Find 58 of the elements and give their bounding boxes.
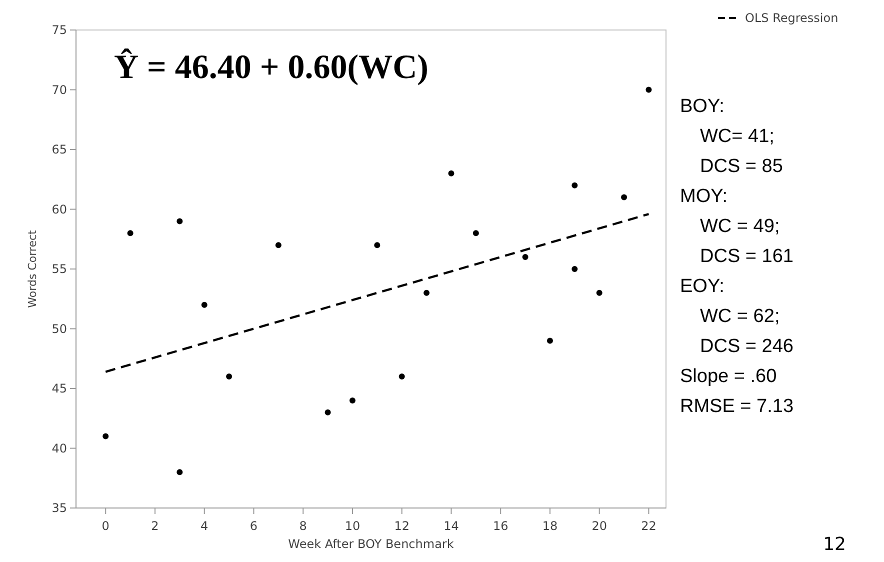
- text: WC= 41;: [700, 126, 774, 147]
- x-axis-title: Week After BOY Benchmark: [288, 537, 454, 551]
- text: DCS = 161: [700, 246, 794, 267]
- point: [572, 266, 578, 272]
- point: [646, 86, 652, 93]
- x-tick-label: 16: [492, 519, 508, 533]
- point: [349, 397, 356, 404]
- point: [572, 182, 578, 188]
- point: [324, 409, 331, 416]
- text: BOY:: [680, 96, 724, 117]
- y-tick-label: 70: [52, 82, 67, 97]
- x-tick-label: 10: [344, 519, 360, 533]
- point: [596, 290, 602, 296]
- text: MOY:: [680, 186, 728, 207]
- x-tick-label: 18: [542, 519, 558, 533]
- x-tick-label: 2: [151, 519, 159, 533]
- point: [102, 433, 109, 440]
- x-tick-label: 8: [299, 519, 307, 533]
- x-tick-label: 4: [200, 519, 208, 533]
- point: [127, 230, 134, 236]
- y-tick-label: 45: [52, 382, 67, 396]
- y-tick-label: 60: [52, 202, 67, 216]
- annotation: Ŷ = 46.40 + 0.60(WC): [114, 48, 428, 86]
- point: [374, 242, 380, 248]
- text: 12: [823, 534, 846, 555]
- x-tick-label: 12: [394, 519, 410, 533]
- legend-label: OLS Regression: [745, 11, 838, 25]
- x-tick-label: 14: [444, 519, 459, 533]
- y-tick-label: 35: [52, 501, 67, 515]
- point: [275, 242, 282, 248]
- y-tick-label: 55: [52, 262, 67, 276]
- text: DCS = 246: [700, 336, 794, 357]
- y-tick-label: 50: [52, 322, 67, 336]
- point: [546, 338, 553, 344]
- text: WC = 62;: [700, 306, 780, 327]
- text: EOY:: [680, 276, 724, 297]
- y-tick-label: 65: [52, 142, 67, 156]
- point: [398, 374, 405, 380]
- point: [472, 230, 479, 236]
- x-tick-label: 22: [641, 519, 656, 533]
- y-tick-label: 40: [52, 441, 67, 456]
- point: [226, 374, 232, 380]
- point: [176, 469, 183, 476]
- y-tick-label: 75: [52, 23, 67, 37]
- text: WC = 49;: [700, 216, 780, 237]
- text: RMSE = 7.13: [680, 396, 794, 417]
- y-axis-title: Words Correct: [26, 229, 39, 308]
- x-tick-label: 0: [102, 519, 110, 533]
- point: [201, 302, 208, 308]
- text: DCS = 85: [700, 156, 783, 177]
- point: [424, 290, 430, 296]
- x-tick-label: 20: [592, 519, 607, 533]
- point: [176, 218, 183, 224]
- point: [522, 254, 528, 260]
- x-tick-label: 6: [250, 519, 258, 533]
- text: Slope = .60: [680, 366, 777, 387]
- point: [448, 170, 454, 176]
- point: [621, 194, 628, 200]
